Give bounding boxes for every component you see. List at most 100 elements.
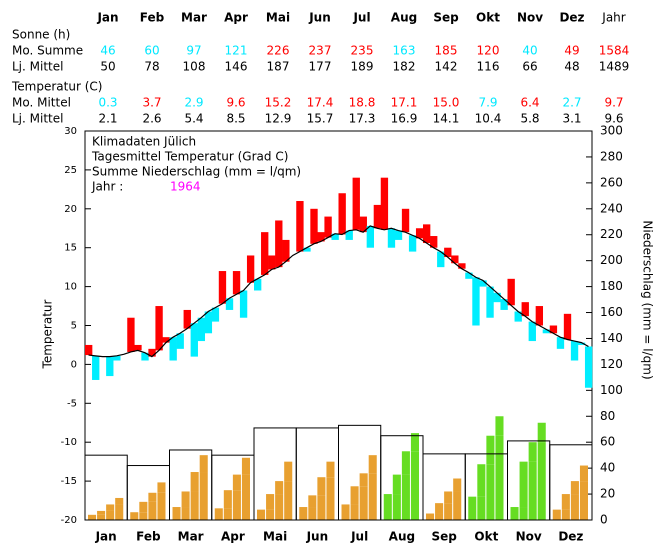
table-cell: 15.0	[433, 96, 460, 110]
precipitation-bar	[410, 433, 419, 452]
precipitation-base	[181, 507, 190, 520]
temperature-deviation	[282, 239, 290, 262]
y2-tick-label: 200	[600, 253, 623, 267]
precipitation-bar	[130, 512, 139, 520]
x-tick-label: Apr	[221, 530, 245, 544]
temperature-deviation	[542, 329, 551, 334]
precipitation-bar	[157, 482, 166, 493]
table-cell: 226	[267, 44, 290, 58]
y2-tick-label: 300	[600, 124, 623, 138]
precipitation-base	[519, 507, 528, 520]
table-cell: 46	[100, 44, 115, 58]
temperature-deviation	[415, 228, 424, 239]
y-tick-label: -20	[61, 515, 77, 526]
column-header: Aug	[391, 11, 417, 25]
temperature-deviation	[338, 193, 346, 235]
precipitation-base	[401, 474, 410, 520]
x-tick-label: Okt	[474, 530, 498, 544]
table-cell: 108	[183, 60, 206, 74]
precipitation-bar	[401, 451, 410, 475]
y2-tick-label: 100	[600, 383, 623, 397]
column-header: Feb	[140, 11, 165, 25]
temperature-deviation	[176, 333, 184, 349]
x-tick-label: Jul	[350, 530, 368, 544]
x-tick-label: Nov	[516, 530, 542, 544]
y2-tick-label: 240	[600, 201, 623, 215]
y-tick-label: -5	[67, 398, 77, 409]
precipitation-base	[453, 491, 462, 520]
precipitation-bar	[172, 507, 181, 520]
x-tick-label: Mai	[263, 530, 287, 544]
column-header: Apr	[224, 11, 248, 25]
precipitation-bar	[308, 495, 317, 508]
table-cell: 0.3	[98, 96, 117, 110]
table-cell: 17.4	[307, 96, 334, 110]
temperature-deviation	[127, 317, 135, 352]
temperature-deviation	[113, 355, 121, 361]
table-cell: 9.6	[226, 96, 245, 110]
temperature-deviation	[366, 225, 375, 248]
y2-tick-label: 260	[600, 175, 623, 189]
table-cell: 10.4	[475, 112, 502, 126]
table-cell: 116	[477, 60, 500, 74]
row-label: Mo. Mittel	[12, 96, 71, 110]
temperature-deviation	[387, 228, 396, 248]
temperature-deviation	[528, 321, 536, 342]
temperature-deviation	[423, 224, 431, 244]
precipitation-base	[190, 491, 199, 520]
table-cell: 1489	[599, 60, 630, 74]
temperature-deviation	[563, 313, 572, 340]
chart-note: Tagesmittel Temperatur (Grad C)	[91, 150, 288, 164]
precipitation-bar	[359, 473, 368, 487]
y-axis-label: Temperatur	[41, 299, 55, 369]
y2-tick-label: 180	[600, 279, 623, 293]
table-cell: 18.8	[349, 96, 376, 110]
table-cell: 97	[186, 44, 201, 58]
precipitation-base	[435, 513, 444, 520]
y-tick-label: 20	[64, 204, 77, 215]
temperature-deviation	[493, 292, 501, 303]
row-label: Lj. Mittel	[12, 112, 63, 126]
precipitation-base	[350, 504, 359, 520]
y2-tick-label: 160	[600, 305, 623, 319]
table-cell: 17.1	[391, 96, 418, 110]
precipitation-bar	[570, 481, 579, 495]
temperature-deviation	[275, 220, 283, 268]
precipitation-bar	[97, 510, 106, 515]
precipitation-bar	[190, 472, 199, 492]
precipitation-bar	[519, 461, 528, 508]
y-tick-label: 5	[71, 321, 77, 332]
x-tick-label: Mar	[178, 530, 204, 544]
precipitation-bar	[115, 497, 124, 505]
y-tick-label: 15	[64, 243, 77, 254]
y2-tick-label: 60	[600, 435, 615, 449]
temperature-deviation	[310, 208, 318, 244]
precipitation-base	[477, 496, 486, 520]
y2-tick-label: 220	[600, 227, 623, 241]
temperature-deviation	[261, 232, 269, 275]
precipitation-bar	[266, 494, 275, 510]
temperature-deviation	[408, 235, 417, 252]
section-title: Sonne (h)	[12, 28, 70, 42]
precipitation-base	[308, 507, 317, 520]
temperature-deviation	[486, 286, 494, 318]
table-cell: 3.7	[142, 96, 161, 110]
precipitation-bar	[435, 503, 444, 514]
precipitation-base	[359, 486, 368, 520]
precipitation-base	[579, 481, 588, 520]
table-cell: 50	[100, 60, 115, 74]
temperature-deviation	[246, 255, 255, 283]
precipitation-bar	[453, 478, 462, 492]
table-cell: 5.8	[520, 112, 539, 126]
temperature-deviation	[437, 251, 445, 268]
table-cell: 163	[393, 44, 416, 58]
temperature-deviation	[225, 298, 234, 310]
table-cell: 15.7	[307, 112, 334, 126]
temperature-deviation	[514, 311, 522, 322]
precipitation-bar	[495, 416, 504, 436]
precipitation-base	[275, 494, 284, 520]
precipitation-bar	[350, 486, 359, 505]
precipitation-base	[368, 473, 377, 520]
temperature-deviation	[197, 317, 206, 342]
temperature-deviation	[472, 277, 480, 326]
